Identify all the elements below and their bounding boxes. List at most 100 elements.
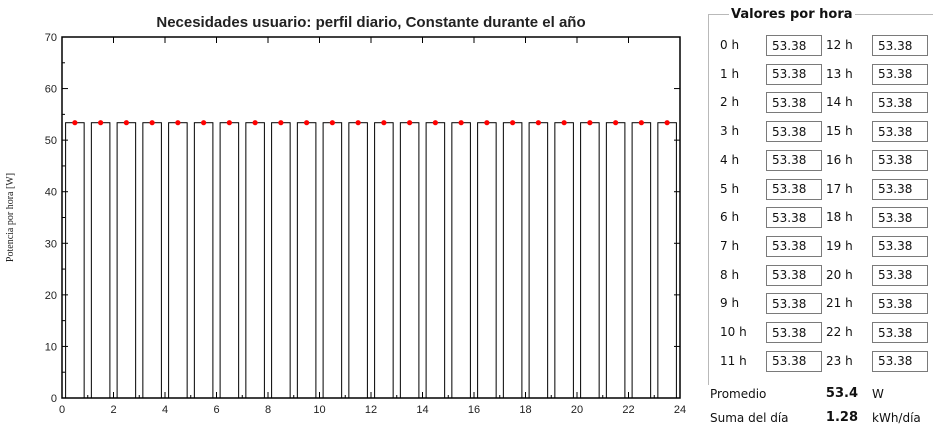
hour-value-field-2[interactable] — [766, 92, 822, 114]
hour-label-9: 9 h — [720, 296, 740, 311]
average-label: Promedio — [710, 387, 767, 401]
marker-hour-15 — [458, 120, 464, 126]
bar-hour-19 — [554, 122, 574, 399]
bar-hour-16 — [477, 122, 497, 399]
y-tick-label-0: 0 — [51, 393, 57, 405]
hour-label-0: 0 h — [720, 38, 740, 52]
hourly-values-panel: Valores por hora 0 h 1 h 2 h 3 h 4 h 5 h 6 h 7 … — [706, 7, 934, 426]
marker-hour-10 — [329, 120, 335, 126]
marker-hour-13 — [407, 120, 413, 126]
bar-hour-21 — [605, 122, 626, 399]
hour-label-4: 4 h — [720, 152, 740, 167]
hour-label-23: 23 h — [826, 353, 853, 368]
hour-label-17: 17 h — [826, 181, 853, 196]
hour-value-field-12[interactable] — [872, 35, 928, 56]
y-tick-label-60: 60 — [45, 84, 57, 96]
hour-value-field-6[interactable] — [766, 207, 822, 229]
hour-label-22: 22 h — [826, 325, 853, 339]
hour-label-21: 21 h — [826, 296, 853, 311]
hour-value-field-8[interactable] — [766, 264, 822, 286]
bar-hour-20 — [580, 122, 600, 399]
marker-hour-16 — [484, 120, 490, 126]
chart-title: Necesidades usuario: perfil diario, Cons… — [156, 14, 585, 31]
marker-hour-22 — [638, 120, 644, 126]
hour-value-field-11[interactable] — [766, 350, 822, 372]
marker-hour-21 — [613, 120, 619, 126]
x-tick-label-12: 12 — [365, 404, 377, 416]
bar-hour-22 — [631, 122, 652, 399]
x-tick-label-18: 18 — [519, 404, 531, 416]
hour-value-field-17[interactable] — [872, 178, 928, 200]
x-tick-label-0: 0 — [59, 404, 65, 416]
bar-hour-0 — [65, 122, 85, 399]
y-tick-label-30: 30 — [45, 238, 57, 250]
marker-hour-7 — [252, 120, 258, 126]
bar-hour-7 — [245, 122, 265, 399]
hour-label-10: 10 h — [720, 325, 747, 339]
marker-hour-17 — [510, 120, 516, 126]
bar-hour-17 — [502, 122, 523, 399]
hour-value-field-20[interactable] — [872, 264, 928, 286]
bar-hour-9 — [296, 122, 317, 399]
groupbox-title: Valores por hora — [729, 7, 855, 22]
daily-sum-label: Suma del día — [710, 411, 789, 425]
marker-hour-20 — [587, 120, 593, 126]
bar-hour-23 — [657, 122, 677, 399]
x-tick-label-6: 6 — [213, 404, 219, 416]
marker-hour-23 — [664, 120, 670, 126]
hour-value-field-4[interactable] — [766, 149, 822, 171]
hour-value-field-14[interactable] — [872, 92, 928, 114]
marker-hour-12 — [381, 120, 387, 126]
hour-value-field-0[interactable] — [766, 35, 822, 56]
bar-hour-15 — [451, 122, 471, 399]
marker-hour-9 — [304, 120, 310, 126]
average-value: 53.4 — [825, 386, 858, 401]
hour-value-field-15[interactable] — [872, 121, 928, 143]
hourly-profile-chart: Necesidades usuario: perfil diario, Cons… — [5, 14, 686, 416]
y-axis-label: Potencia por hora [W] — [5, 173, 16, 262]
x-tick-label-16: 16 — [468, 404, 480, 416]
hour-label-3: 3 h — [720, 124, 740, 139]
hour-label-8: 8 h — [720, 267, 740, 282]
hour-value-field-22[interactable] — [872, 322, 928, 343]
hour-value-field-5[interactable] — [766, 178, 822, 200]
hour-label-16: 16 h — [826, 152, 853, 167]
x-tick-label-10: 10 — [313, 404, 325, 416]
bar-hour-14 — [425, 122, 446, 399]
bar-hour-10 — [322, 122, 343, 399]
hour-label-2: 2 h — [720, 95, 740, 110]
hour-value-field-18[interactable] — [872, 207, 928, 229]
daily-sum-unit: kWh/día — [872, 411, 921, 425]
daily-sum-value: 1.28 — [825, 410, 858, 425]
bar-hour-4 — [168, 122, 188, 399]
marker-hour-4 — [175, 120, 181, 126]
marker-hour-14 — [432, 120, 438, 126]
hour-value-field-13[interactable] — [872, 63, 928, 85]
marker-hour-11 — [355, 120, 361, 126]
bar-hour-1 — [90, 122, 111, 399]
hour-label-14: 14 h — [826, 95, 853, 110]
hour-value-field-16[interactable] — [872, 149, 928, 171]
marker-hour-6 — [226, 120, 232, 126]
average-unit: W — [872, 387, 884, 401]
hour-value-field-7[interactable] — [766, 235, 822, 257]
hour-value-field-10[interactable] — [766, 322, 822, 343]
hour-label-7: 7 h — [720, 238, 740, 253]
bar-hour-6 — [219, 122, 240, 399]
hour-label-6: 6 h — [720, 210, 740, 225]
hour-label-19: 19 h — [826, 238, 853, 253]
x-tick-label-20: 20 — [571, 404, 583, 416]
hour-value-field-3[interactable] — [766, 121, 822, 143]
hour-value-field-23[interactable] — [872, 350, 928, 372]
y-tick-label-50: 50 — [45, 135, 57, 147]
hour-value-field-21[interactable] — [872, 293, 928, 315]
bar-hour-12 — [374, 122, 394, 399]
hour-value-field-19[interactable] — [872, 235, 928, 257]
hour-value-field-9[interactable] — [766, 293, 822, 315]
marker-hour-3 — [149, 120, 155, 126]
hour-value-field-1[interactable] — [766, 63, 822, 85]
x-tick-label-14: 14 — [416, 404, 428, 416]
marker-hour-0 — [72, 120, 78, 126]
hour-label-5: 5 h — [720, 181, 740, 196]
marker-hour-5 — [201, 120, 207, 126]
